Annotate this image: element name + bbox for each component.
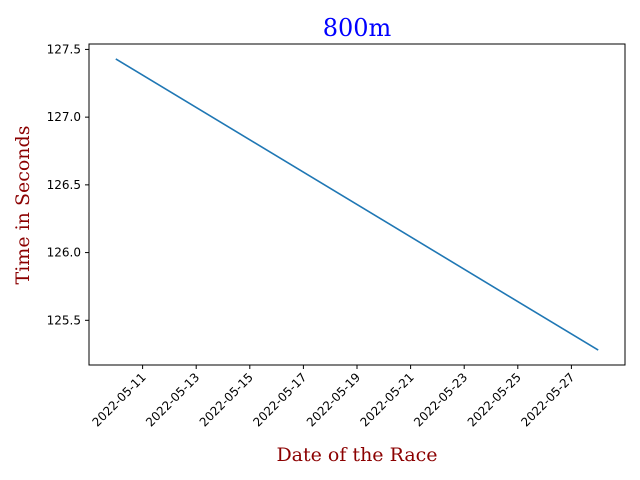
series-line [115, 58, 599, 351]
chart-title: 800m [323, 14, 392, 42]
y-tick-label: 126.5 [47, 178, 81, 192]
y-axis-ticks: 125.5 126.0 126.5 127.0 127.5 [47, 42, 89, 327]
y-tick-label: 127.0 [47, 110, 81, 124]
y-axis-label: Time in Seconds [12, 126, 34, 285]
y-tick-label: 127.5 [47, 42, 81, 56]
x-axis-label: Date of the Race [276, 444, 437, 466]
y-tick-label: 125.5 [47, 313, 81, 327]
y-tick-label: 126.0 [47, 246, 81, 260]
